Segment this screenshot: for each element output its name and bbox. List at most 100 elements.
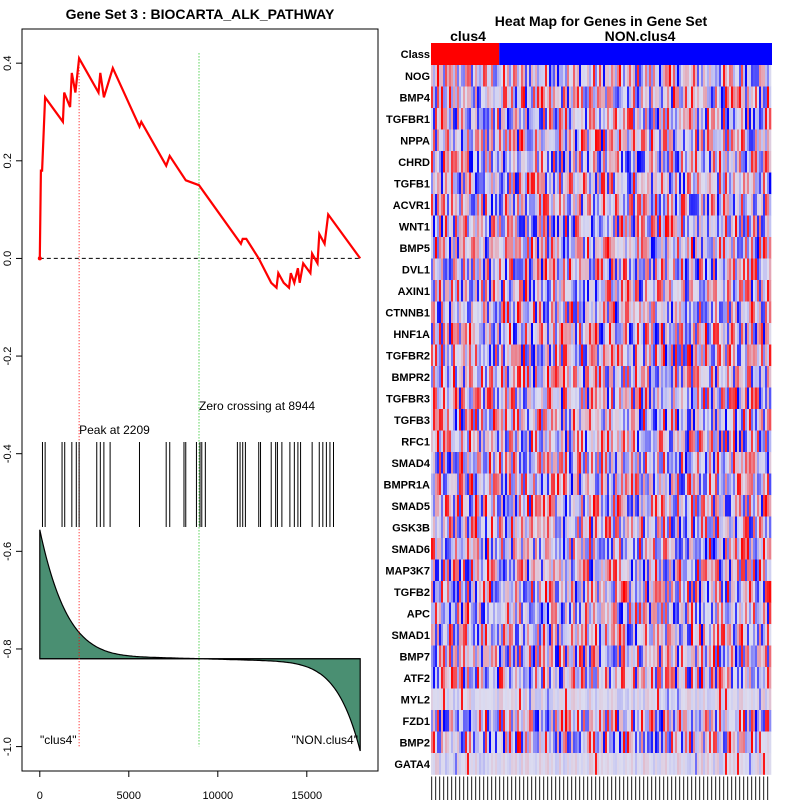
heatmap-cell <box>691 409 694 431</box>
heatmap-cell <box>455 301 458 324</box>
heatmap-cell <box>743 581 746 603</box>
heatmap-cell <box>619 473 622 496</box>
heatmap-cell <box>629 280 632 302</box>
heatmap-cell <box>471 172 474 195</box>
heatmap-cell <box>693 495 696 517</box>
heatmap-cell <box>563 559 566 582</box>
heatmap-cell <box>537 129 540 152</box>
heatmap-cell <box>481 516 484 539</box>
heatmap-cell <box>659 538 662 560</box>
heatmap-cell <box>527 344 530 367</box>
heatmap-cell <box>645 344 648 367</box>
ranked-metric-fill <box>39 529 361 752</box>
heatmap-cell <box>501 452 504 474</box>
heatmap-cell <box>731 65 734 87</box>
heatmap-cell <box>483 258 486 281</box>
heatmap-cell <box>755 409 758 431</box>
heatmap-cell <box>543 237 546 259</box>
heatmap-cell <box>493 452 496 474</box>
heatmap-cell <box>675 344 678 367</box>
heatmap-cell <box>695 602 698 625</box>
heatmap-cell <box>517 366 520 388</box>
heatmap-cell <box>637 301 640 324</box>
heatmap-cell <box>719 108 722 130</box>
heatmap-cell <box>487 344 490 367</box>
heatmap-cell <box>507 473 510 496</box>
heatmap-cell <box>581 151 584 173</box>
heatmap-cell <box>691 344 694 367</box>
heatmap-cell <box>489 452 492 474</box>
heatmap-cell <box>515 280 518 302</box>
heatmap-cell <box>687 172 690 195</box>
heatmap-cell <box>655 516 658 539</box>
heatmap-cell <box>687 86 690 109</box>
heatmap-cell <box>535 516 538 539</box>
heatmap-cell <box>617 602 620 625</box>
heatmap-cell <box>437 323 440 345</box>
heatmap-cell <box>747 473 750 496</box>
heatmap-cell <box>755 387 758 410</box>
heatmap-cell <box>691 129 694 152</box>
heatmap-cell <box>603 559 606 582</box>
heatmap-cell <box>511 151 514 173</box>
heatmap-cell <box>525 108 528 130</box>
heatmap-cell <box>641 452 644 474</box>
heatmap-cell <box>751 151 754 173</box>
heatmap-cell <box>535 108 538 130</box>
heatmap-cell <box>449 86 452 109</box>
heatmap-cell <box>479 452 482 474</box>
heatmap-cell <box>767 624 770 646</box>
heatmap-cell <box>493 430 496 453</box>
heatmap-cell <box>757 301 760 324</box>
heatmap-cell <box>643 280 646 302</box>
heatmap-cell <box>549 65 552 87</box>
heatmap-cell <box>733 409 736 431</box>
heatmap-cell <box>653 409 656 431</box>
heatmap-cell <box>679 409 682 431</box>
heatmap-cell <box>527 86 530 109</box>
heatmap-cell <box>739 172 742 195</box>
heatmap-cell <box>705 430 708 453</box>
heatmap-cell <box>713 473 716 496</box>
heatmap-cell <box>623 237 626 259</box>
heatmap-cell <box>619 280 622 302</box>
heatmap-cell <box>613 301 616 324</box>
heatmap-cell <box>549 495 552 517</box>
heatmap-cell <box>579 323 582 345</box>
heatmap-cell <box>721 344 724 367</box>
heatmap-cell <box>723 387 726 410</box>
heatmap-cell <box>461 645 464 668</box>
heatmap-cell <box>533 516 536 539</box>
heatmap-cell <box>675 280 678 302</box>
heatmap-cell <box>691 215 694 238</box>
heatmap-cell <box>437 387 440 410</box>
heatmap-cell <box>635 602 638 625</box>
heatmap-cell <box>549 301 552 324</box>
heatmap-cell <box>537 65 540 87</box>
heatmap-cell <box>497 624 500 646</box>
heatmap-cell <box>715 258 718 281</box>
heatmap-cell <box>641 602 644 625</box>
heatmap-cell <box>437 409 440 431</box>
heatmap-cell <box>521 473 524 496</box>
heatmap-cell <box>695 473 698 496</box>
heatmap-cell <box>553 344 556 367</box>
heatmap-cell <box>671 237 674 259</box>
heatmap-cell <box>533 538 536 560</box>
heatmap-cell <box>763 559 766 582</box>
heatmap-cell <box>531 237 534 259</box>
heatmap-cell <box>683 129 686 152</box>
heatmap-cell <box>629 452 632 474</box>
heatmap-cell <box>587 602 590 625</box>
heatmap-cell <box>735 495 738 517</box>
heatmap-cell <box>633 645 636 668</box>
heatmap-cell <box>523 409 526 431</box>
heatmap-cell <box>717 602 720 625</box>
heatmap-cell <box>701 280 704 302</box>
heatmap-row <box>431 645 772 668</box>
heatmap-cell <box>565 237 568 259</box>
heatmap-cell <box>681 129 684 152</box>
heatmap-cell <box>643 667 646 689</box>
class-segment <box>499 43 772 65</box>
heatmap-cell <box>525 86 528 109</box>
